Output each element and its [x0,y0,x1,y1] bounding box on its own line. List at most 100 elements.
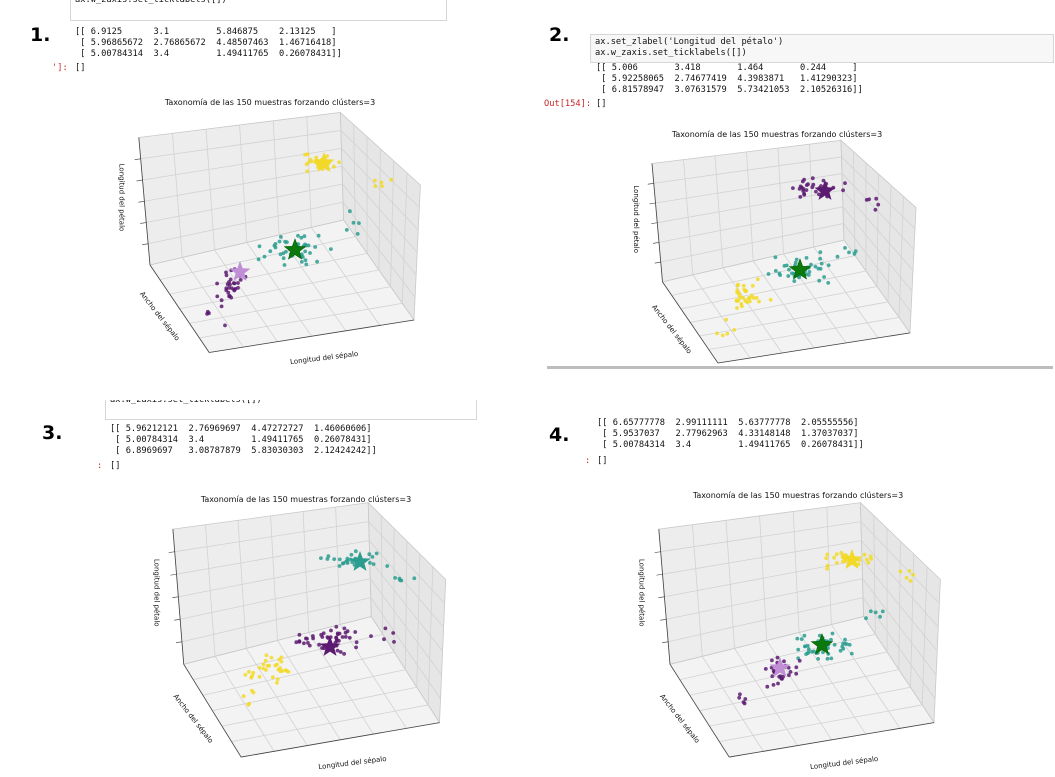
plot-title: Taxonomía de las 150 muestras forzando c… [164,98,375,107]
scatter-point [314,155,319,160]
output-value: [] [75,63,86,73]
scatter-point [278,252,283,257]
scatter-point [804,188,809,193]
scatter-point [799,637,804,641]
scatter-point [385,564,390,568]
scatter-point [908,579,913,583]
axis-edge [138,137,151,266]
scatter-point [781,674,785,679]
scatter-point [325,635,330,639]
axis-tick [651,222,658,225]
scatter-point [805,643,810,648]
scatter-point [745,300,750,304]
scatter-point [838,648,843,653]
scatter-point [296,233,300,238]
scatter-point [325,154,329,159]
pane-grid-line [370,597,441,699]
axis-edge [729,722,935,758]
scatter-point [335,648,340,653]
scatter-point [792,279,797,283]
scatter-point [354,645,358,650]
scatter-point [794,665,799,670]
code-line: ax.w_zaxis.set_ticklabels([]) [595,48,747,58]
scatter-point [233,287,238,291]
pane-grid-line [342,201,416,298]
scatter-point [804,183,809,188]
scatter-point [766,272,771,276]
scatter-point [725,331,730,336]
scatter-point [736,282,740,287]
axis-tick [647,182,654,185]
scatter-point [832,642,837,647]
scatter-point [825,563,830,568]
scatter-point [412,576,417,581]
scatter-point [370,555,375,559]
scatter-point [811,182,816,187]
output-value: [] [596,99,607,109]
pane-grid-line [660,223,844,263]
matrix-row: [[ 6.9125 3.1 5.846875 2.13125 ] [75,27,337,37]
scatter-point [847,642,852,647]
scatter-point [337,631,342,636]
matrix-row: [[ 6.65777778 2.99111111 5.63777778 2.05… [597,418,859,428]
code-cell-fragment: ax.w_zaxis.set_ticklabels([]) [70,0,447,21]
scatter-point [278,666,283,670]
scatter-point [840,553,845,558]
scatter-point [344,559,349,564]
scatter-point [332,557,337,561]
scatter-point [275,677,280,682]
out-prompt: ']: [52,63,68,73]
scatter-point [770,658,774,663]
scatter-point [236,281,240,285]
scatter-point [348,209,352,214]
scatter-point [818,256,822,261]
scatter-point [369,634,373,638]
scatter-point [849,651,854,656]
scatter-point [830,631,835,636]
scatter-point [782,659,786,664]
scatter-point [773,269,778,273]
pane-grid-line [148,201,344,245]
axis-edge [209,319,415,353]
scatter-point [389,177,394,182]
scatter-point [814,189,818,194]
pane-grid-line [231,704,429,742]
scatter-point [319,556,323,560]
axis-edge [658,529,671,665]
axis-edge [172,529,185,665]
axis-edge [669,664,730,758]
panel-label: 3. [42,422,63,444]
scatter-point [393,576,397,580]
scatter-point [219,304,224,309]
scatter-point [299,252,304,257]
pane-grid-line [181,597,371,643]
scatter-point [843,637,847,642]
scatter-point [751,296,756,300]
scatter-point [864,616,868,621]
scatter-point [742,701,747,706]
axis-tick [662,641,669,644]
scatter-point [347,635,352,640]
scatter-point [279,655,284,660]
scatter-point [343,635,348,639]
scatter-point [819,261,824,266]
scatter-point [371,562,376,566]
scatter-point [737,291,741,296]
scatter-point [743,697,748,701]
scatter-point [825,566,829,571]
scatter-point [278,669,283,674]
scatter-point [263,658,268,663]
scatter-point [720,333,725,338]
panel-label: 2. [549,24,570,46]
code-line: ax.w_zaxis.set_ticklabels([]) [75,0,227,5]
scatter-point [794,257,799,262]
scatter-point [876,202,881,207]
axis-tick [142,243,149,246]
scatter-point [383,626,388,631]
centroid-star [229,261,251,281]
z-axis-label: Longitud del pétalo [638,559,646,627]
scatter-point [277,239,282,244]
matrix-row: [ 6.81578947 3.07631579 5.73421053 2.105… [596,85,863,95]
